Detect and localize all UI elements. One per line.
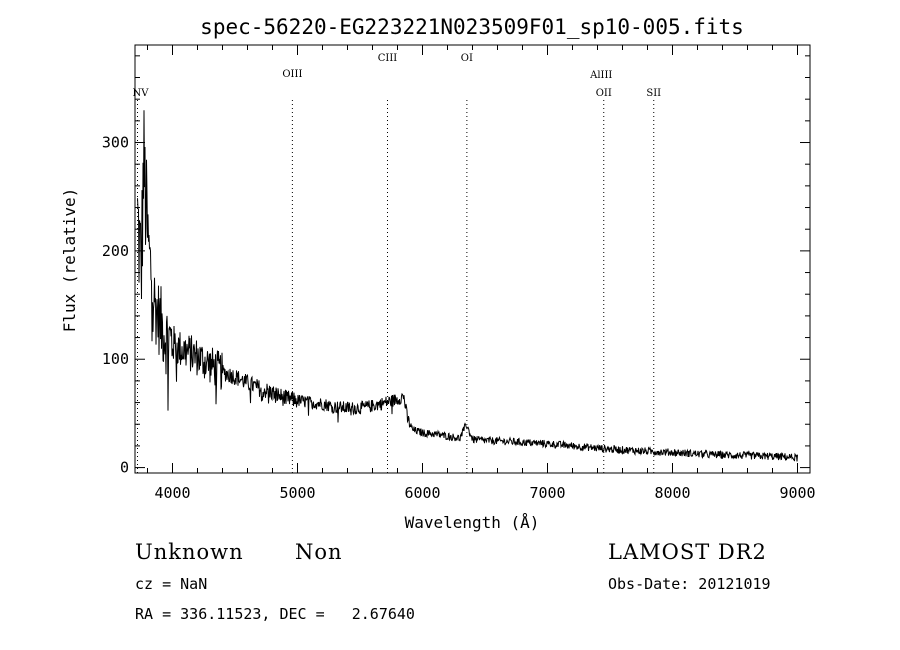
emission-line-label: OI	[461, 53, 473, 64]
x-tick-label: 4000	[154, 484, 190, 502]
plot-frame	[134, 44, 811, 474]
emission-line-label: OIII	[282, 69, 302, 80]
axis-ticks: 4000 5000 6000 7000 8000 9000 0 100 200 300	[102, 45, 816, 502]
survey-name: LAMOST DR2	[608, 540, 767, 564]
redshift-cz: cz = NaN	[135, 575, 208, 593]
x-tick-label: 8000	[654, 484, 690, 502]
obs-date: Obs-Date: 20121019	[608, 575, 771, 593]
x-tick-label: 9000	[779, 484, 815, 502]
emission-line-label: CIII	[378, 53, 398, 64]
emission-line-label: NV	[133, 88, 150, 99]
y-tick-label: 100	[102, 350, 129, 368]
y-axis-label: Flux (relative)	[60, 188, 79, 333]
object-class: Unknown	[135, 540, 244, 564]
emission-line-label: SII	[646, 88, 661, 99]
emission-line-label: OII	[596, 88, 612, 99]
x-axis-label: Wavelength (Å)	[405, 513, 540, 532]
spectrum-line	[137, 110, 798, 462]
emission-line-markers: NV OIII CIII OI AlIII OII SII	[133, 53, 661, 473]
chart-title: spec-56220-EG223221N023509F01_sp10-005.f…	[200, 15, 744, 39]
x-tick-label: 5000	[279, 484, 315, 502]
x-tick-label: 7000	[529, 484, 565, 502]
y-tick-label: 200	[102, 242, 129, 260]
emission-line-label: AlIII	[589, 70, 612, 81]
subclass: Non	[295, 540, 343, 564]
x-tick-label: 6000	[404, 484, 440, 502]
y-tick-label: 0	[120, 459, 129, 477]
coordinates: RA = 336.11523, DEC = 2.67640	[135, 605, 415, 623]
y-tick-label: 300	[102, 134, 129, 152]
